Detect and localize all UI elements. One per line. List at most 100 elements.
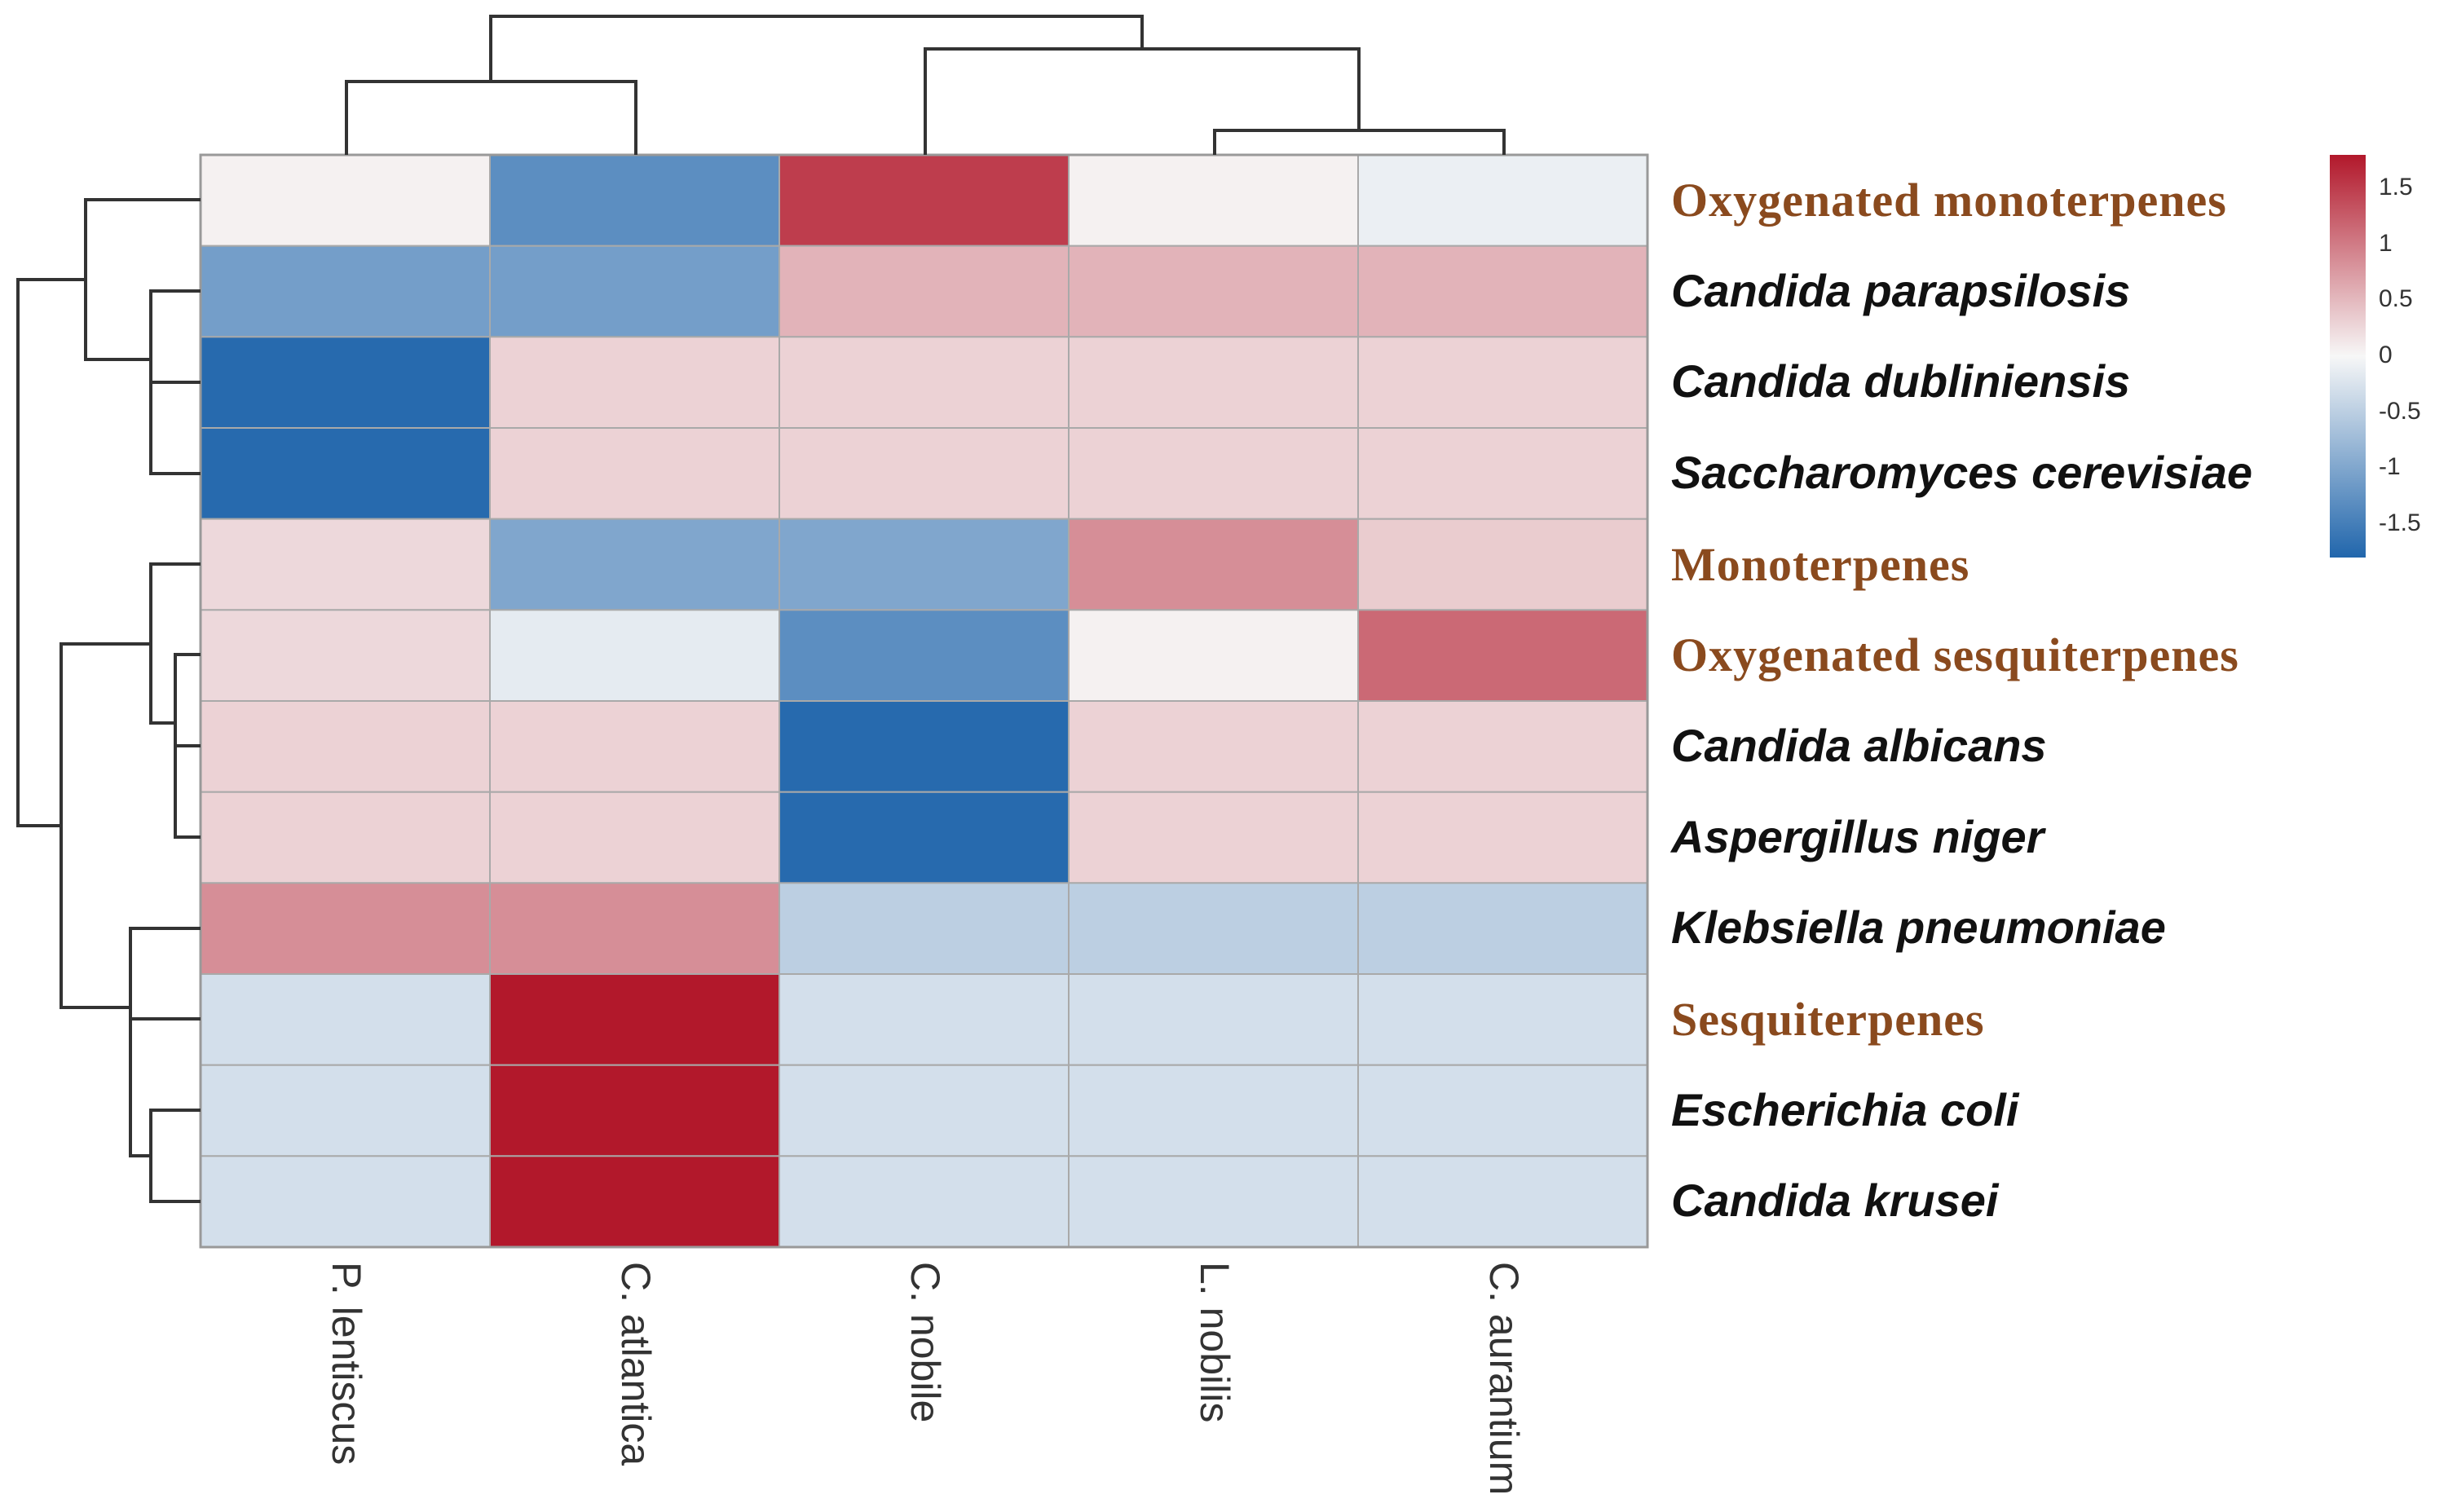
heatmap-cell-escherichia-coli-l-nobilis <box>1068 1064 1359 1157</box>
heatmap-cell-oxygenated-sesquiterpenes-p-lentiscus <box>200 609 491 702</box>
col-dendro-link-nobile-cluster <box>924 47 1361 155</box>
row-dendro-link-klebsiella <box>129 927 201 1087</box>
heatmap-cell-escherichia-coli-p-lentiscus <box>200 1064 491 1157</box>
heatmap-cell-candida-parapsilosis-l-nobilis <box>1068 245 1359 338</box>
heatmap-cell-monoterpenes-c-atlantica <box>489 518 780 611</box>
heatmap-cell-candida-albicans-l-nobilis <box>1068 700 1359 793</box>
heatmap-cell-monoterpenes-c-aurantium <box>1357 518 1648 611</box>
heatmap-cell-klebsiella-pneumoniae-p-lentiscus <box>200 882 491 976</box>
heatmap-cell-saccharomyces-cerevisiae-c-aurantium <box>1357 427 1648 520</box>
colorbar-tick-label: 0.5 <box>2379 285 2413 313</box>
heatmap-cell-saccharomyces-cerevisiae-l-nobilis <box>1068 427 1359 520</box>
heatmap-cell-candida-albicans-c-atlantica <box>489 700 780 793</box>
heatmap-cell-aspergillus-niger-l-nobilis <box>1068 791 1359 884</box>
row-label-saccharomyces-cerevisiae: Saccharomyces cerevisiae <box>1671 446 2252 498</box>
heatmap-cell-saccharomyces-cerevisiae-c-nobile <box>779 427 1070 520</box>
heatmap-cell-sesquiterpenes-c-nobile <box>779 973 1070 1066</box>
heatmap-cell-oxygenated-monoterpenes-c-atlantica <box>489 154 780 247</box>
heatmap-cell-oxygenated-monoterpenes-c-aurantium <box>1357 154 1648 247</box>
col-dendro-link-root <box>489 15 1144 82</box>
row-dendro-link-root <box>16 278 86 827</box>
row-dendro-link-parapsilosis <box>149 289 201 428</box>
colorbar <box>2330 155 2366 558</box>
heatmap-cell-klebsiella-pneumoniae-c-atlantica <box>489 882 780 976</box>
row-label-aspergillus-niger: Aspergillus niger <box>1671 810 2044 862</box>
heatmap-cell-oxygenated-sesquiterpenes-l-nobilis <box>1068 609 1359 702</box>
heatmap-cell-sesquiterpenes-l-nobilis <box>1068 973 1359 1066</box>
heatmap-cell-monoterpenes-c-nobile <box>779 518 1070 611</box>
heatmap-cells <box>200 154 1648 1249</box>
heatmap-cell-sesquiterpenes-c-aurantium <box>1357 973 1648 1066</box>
heatmap-cell-candida-krusei-c-aurantium <box>1357 1155 1648 1249</box>
heatmap-cell-sesquiterpenes-p-lentiscus <box>200 973 491 1066</box>
heatmap-cell-oxygenated-sesquiterpenes-c-nobile <box>779 609 1070 702</box>
heatmap-cell-monoterpenes-l-nobilis <box>1068 518 1359 611</box>
heatmap-cell-candida-krusei-l-nobilis <box>1068 1155 1359 1249</box>
heatmap-cell-escherichia-coli-c-nobile <box>779 1064 1070 1157</box>
colorbar-tick-label: 1.5 <box>2379 174 2413 201</box>
colorbar-tick-label: -1 <box>2379 453 2401 481</box>
heatmap-cell-candida-parapsilosis-c-atlantica <box>489 245 780 338</box>
heatmap-cell-candida-parapsilosis-c-aurantium <box>1357 245 1648 338</box>
row-dendro-link-middle <box>60 642 151 1009</box>
heatmap-cell-candida-krusei-p-lentiscus <box>200 1155 491 1249</box>
heatmap-cell-monoterpenes-p-lentiscus <box>200 518 491 611</box>
row-label-klebsiella-pneumoniae: Klebsiella pneumoniae <box>1671 901 2166 954</box>
row-label-candida-krusei: Candida krusei <box>1671 1175 1999 1227</box>
heatmap-cell-aspergillus-niger-c-aurantium <box>1357 791 1648 884</box>
heatmap-cell-saccharomyces-cerevisiae-p-lentiscus <box>200 427 491 520</box>
heatmap-cell-candida-dubliniensis-l-nobilis <box>1068 336 1359 429</box>
colorbar-tick-label: 0 <box>2379 342 2393 368</box>
column-label-c-aurantium: C. aurantium <box>1480 1262 1527 1496</box>
heatmap-cell-klebsiella-pneumoniae-l-nobilis <box>1068 882 1359 976</box>
column-dendrogram <box>345 15 1506 155</box>
heatmap-cell-oxygenated-monoterpenes-l-nobilis <box>1068 154 1359 247</box>
heatmap-cell-candida-dubliniensis-c-nobile <box>779 336 1070 429</box>
column-label-c-atlantica: C. atlantica <box>612 1262 659 1466</box>
heatmap-cell-aspergillus-niger-c-atlantica <box>489 791 780 884</box>
row-label-candida-albicans: Candida albicans <box>1671 719 2047 771</box>
colorbar-tick-label: 1 <box>2379 229 2393 257</box>
column-label-l-nobilis: L. nobilis <box>1191 1262 1237 1423</box>
colorbar-tick-label: -0.5 <box>2379 397 2421 425</box>
heatmap-cell-candida-parapsilosis-c-nobile <box>779 245 1070 338</box>
row-dendro-link-oxy-monoterpenes <box>84 198 201 361</box>
heatmap-cell-escherichia-coli-c-atlantica <box>489 1064 780 1157</box>
heatmap-cell-sesquiterpenes-c-atlantica <box>489 973 780 1066</box>
colorbar-tick-label: -1.5 <box>2379 509 2421 536</box>
heatmap-cell-oxygenated-sesquiterpenes-c-aurantium <box>1357 609 1648 702</box>
heatmap-cell-candida-albicans-p-lentiscus <box>200 700 491 793</box>
row-dendro-link-coli-krusei <box>149 1109 201 1203</box>
row-label-candida-dubliniensis: Candida dubliniensis <box>1671 355 2131 408</box>
row-label-candida-parapsilosis: Candida parapsilosis <box>1671 264 2131 316</box>
column-label-p-lentiscus: P. lentiscus <box>323 1262 369 1466</box>
heatmap-cell-oxygenated-monoterpenes-p-lentiscus <box>200 154 491 247</box>
row-dendrogram <box>16 198 201 1203</box>
col-dendro-link-nobilis-aurantium <box>1213 129 1506 155</box>
row-dendro-link-albicans-niger <box>174 744 201 839</box>
heatmap-cell-klebsiella-pneumoniae-c-nobile <box>779 882 1070 976</box>
heatmap-cell-candida-albicans-c-aurantium <box>1357 700 1648 793</box>
row-dendro-link-oxy-sesquiterpenes <box>174 653 201 791</box>
heatmap-cell-aspergillus-niger-p-lentiscus <box>200 791 491 884</box>
heatmap-cell-aspergillus-niger-c-nobile <box>779 791 1070 884</box>
row-label-sesquiterpenes: Sesquiterpenes <box>1671 992 1985 1046</box>
row-label-oxygenated-sesquiterpenes: Oxygenated sesquiterpenes <box>1671 628 2239 682</box>
heatmap-cell-candida-krusei-c-atlantica <box>489 1155 780 1249</box>
column-label-c-nobile: C. nobile <box>902 1262 948 1423</box>
heatmap-cell-candida-krusei-c-nobile <box>779 1155 1070 1249</box>
heatmap-cell-candida-dubliniensis-p-lentiscus <box>200 336 491 429</box>
heatmap-cell-oxygenated-sesquiterpenes-c-atlantica <box>489 609 780 702</box>
row-label-oxygenated-monoterpenes: Oxygenated monoterpenes <box>1671 173 2227 227</box>
heatmap-cell-candida-dubliniensis-c-aurantium <box>1357 336 1648 429</box>
heatmap-cell-candida-parapsilosis-p-lentiscus <box>200 245 491 338</box>
row-dendro-link-sesquiterpenes <box>129 1017 201 1157</box>
heatmap-cell-klebsiella-pneumoniae-c-aurantium <box>1357 882 1648 976</box>
heatmap-cell-oxygenated-monoterpenes-c-nobile <box>779 154 1070 247</box>
row-label-escherichia-coli: Escherichia coli <box>1671 1083 2019 1135</box>
heatmap-cell-candida-dubliniensis-c-atlantica <box>489 336 780 429</box>
heatmap-cell-escherichia-coli-c-aurantium <box>1357 1064 1648 1157</box>
row-dendro-link-dubliniensis-saccharomyces <box>149 381 201 475</box>
heatmap-cell-saccharomyces-cerevisiae-c-atlantica <box>489 427 780 520</box>
